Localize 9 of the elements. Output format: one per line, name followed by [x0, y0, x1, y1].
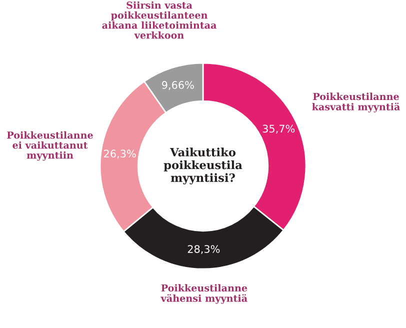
data-label: 9,66%	[162, 81, 194, 90]
data-label: 28,3%	[188, 245, 220, 254]
data-label: 26,3%	[104, 150, 136, 159]
slice-label: Siirsin vasta poikkeustilanteen aikana liiketoimintaa verkkoon	[102, 1, 217, 39]
data-label: 35,7%	[262, 124, 295, 134]
slice-label: Poikkeustilanne vähensi myyntiä	[160, 284, 248, 304]
slice-label: Poikkeustilanne kasvatti myyntiä	[312, 92, 400, 112]
slice-label: Poikkeustilanne ei vaikuttanut myyntiin	[7, 131, 93, 161]
text: Vaikuttiko poikkeustila myyntiisi?	[164, 148, 242, 184]
